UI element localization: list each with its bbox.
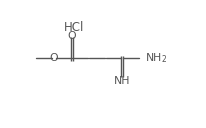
Text: O: O bbox=[67, 31, 76, 41]
Text: O: O bbox=[49, 53, 58, 63]
Text: HCl: HCl bbox=[63, 21, 84, 34]
Text: NH: NH bbox=[113, 76, 130, 86]
Text: NH$_2$: NH$_2$ bbox=[144, 51, 166, 65]
